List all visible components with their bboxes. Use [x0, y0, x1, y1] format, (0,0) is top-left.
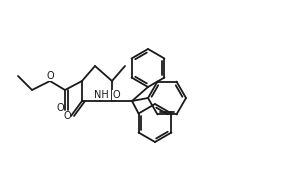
Text: O: O — [56, 103, 64, 113]
Text: NH: NH — [94, 90, 108, 100]
Text: O: O — [63, 111, 71, 121]
Text: O: O — [112, 90, 120, 100]
Text: O: O — [46, 71, 54, 81]
